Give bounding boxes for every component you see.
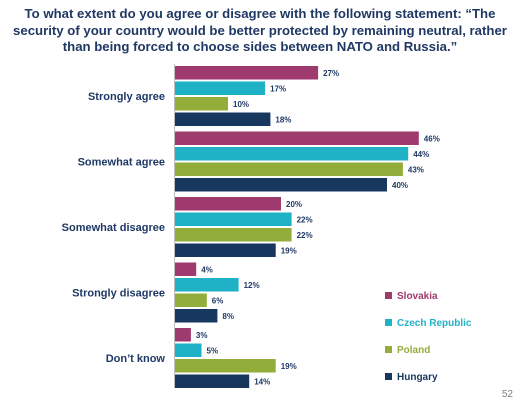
- data-label-czech-republic-somewhat-agree: 44%: [413, 150, 429, 159]
- data-label-slovakia-strongly-agree: 27%: [323, 69, 339, 78]
- legend-label-slovakia: Slovakia: [397, 291, 438, 302]
- legend-swatch-czech-republic: [385, 319, 392, 326]
- category-label-somewhat-disagree: Somewhat disagree: [62, 222, 165, 234]
- bar-slovakia-don-t-know: [175, 328, 191, 342]
- chart-title: To what extent do you agree or disagree …: [13, 6, 507, 54]
- bar-czech-republic-strongly-disagree: [175, 278, 239, 292]
- data-label-poland-somewhat-agree: 43%: [408, 165, 424, 174]
- legend-label-hungary: Hungary: [397, 372, 438, 383]
- category-label-strongly-disagree: Strongly disagree: [72, 288, 165, 300]
- legend-swatch-slovakia: [385, 292, 392, 299]
- page-number: 52: [501, 389, 513, 400]
- bar-hungary-somewhat-agree: [175, 178, 387, 192]
- data-label-slovakia-don-t-know: 3%: [196, 331, 208, 340]
- category-label-don-t-know: Don’t know: [106, 353, 166, 365]
- data-label-hungary-strongly-agree: 18%: [275, 115, 291, 124]
- data-label-czech-republic-don-t-know: 5%: [207, 346, 219, 355]
- bar-hungary-somewhat-disagree: [175, 243, 276, 257]
- data-label-czech-republic-strongly-agree: 17%: [270, 84, 286, 93]
- data-label-poland-strongly-agree: 10%: [233, 100, 249, 109]
- data-label-slovakia-somewhat-agree: 46%: [424, 134, 440, 143]
- bar-hungary-don-t-know: [175, 374, 250, 388]
- bar-czech-republic-somewhat-disagree: [175, 212, 292, 226]
- legend-swatch-poland: [385, 346, 392, 353]
- bar-slovakia-strongly-disagree: [175, 262, 197, 276]
- bar-poland-strongly-disagree: [175, 293, 207, 307]
- bar-czech-republic-don-t-know: [175, 343, 202, 357]
- bar-poland-strongly-agree: [175, 97, 228, 111]
- data-label-hungary-strongly-disagree: 8%: [222, 312, 234, 321]
- data-label-czech-republic-somewhat-disagree: 22%: [297, 215, 313, 224]
- bar-poland-somewhat-agree: [175, 162, 403, 176]
- bar-slovakia-somewhat-agree: [175, 131, 419, 145]
- data-label-hungary-somewhat-agree: 40%: [392, 181, 408, 190]
- bar-czech-republic-somewhat-agree: [175, 147, 409, 161]
- data-label-hungary-don-t-know: 14%: [254, 377, 270, 386]
- data-label-czech-republic-strongly-disagree: 12%: [244, 281, 260, 290]
- bar-slovakia-somewhat-disagree: [175, 197, 281, 211]
- data-label-poland-don-t-know: 19%: [281, 362, 297, 371]
- data-label-poland-somewhat-disagree: 22%: [297, 231, 313, 240]
- bar-hungary-strongly-agree: [175, 112, 271, 126]
- data-label-slovakia-strongly-disagree: 4%: [201, 265, 213, 274]
- data-label-poland-strongly-disagree: 6%: [212, 296, 224, 305]
- bar-czech-republic-strongly-agree: [175, 81, 266, 95]
- bar-hungary-strongly-disagree: [175, 309, 218, 323]
- bar-poland-don-t-know: [175, 359, 276, 373]
- category-label-somewhat-agree: Somewhat agree: [78, 157, 165, 169]
- legend-swatch-hungary: [385, 373, 392, 380]
- data-label-slovakia-somewhat-disagree: 20%: [286, 200, 302, 209]
- category-label-strongly-agree: Strongly agree: [88, 91, 165, 103]
- legend-label-czech-republic: Czech Republic: [397, 318, 472, 329]
- legend-label-poland: Poland: [397, 345, 430, 356]
- bar-poland-somewhat-disagree: [175, 228, 292, 242]
- bar-slovakia-strongly-agree: [175, 66, 319, 80]
- data-label-hungary-somewhat-disagree: 19%: [281, 246, 297, 255]
